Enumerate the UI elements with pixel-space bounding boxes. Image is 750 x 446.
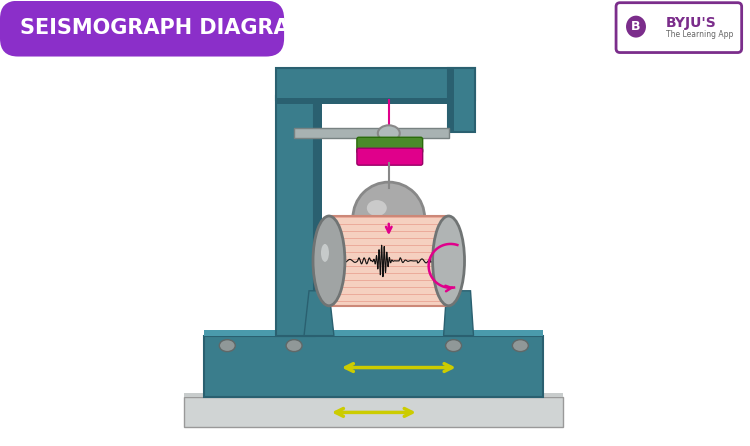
Ellipse shape xyxy=(433,216,464,306)
Ellipse shape xyxy=(512,340,528,351)
Polygon shape xyxy=(184,393,563,397)
Ellipse shape xyxy=(313,216,345,306)
FancyBboxPatch shape xyxy=(0,1,284,57)
Ellipse shape xyxy=(286,340,302,351)
Bar xyxy=(276,96,314,336)
Ellipse shape xyxy=(321,244,329,262)
Text: BYJU'S: BYJU'S xyxy=(666,16,717,29)
Bar xyxy=(294,128,448,138)
Ellipse shape xyxy=(446,340,461,351)
Bar xyxy=(204,336,543,397)
Bar xyxy=(329,216,448,306)
Bar xyxy=(314,96,322,336)
Ellipse shape xyxy=(219,340,236,351)
Bar xyxy=(276,99,476,104)
Ellipse shape xyxy=(367,200,387,216)
Ellipse shape xyxy=(626,16,646,37)
Text: B: B xyxy=(632,20,640,33)
Text: SEISMOGRAPH DIAGRAM: SEISMOGRAPH DIAGRAM xyxy=(20,17,310,37)
FancyBboxPatch shape xyxy=(357,137,423,153)
Polygon shape xyxy=(204,330,543,336)
Bar xyxy=(448,69,454,132)
Polygon shape xyxy=(304,291,334,336)
Ellipse shape xyxy=(353,182,424,254)
Bar xyxy=(184,397,563,427)
FancyBboxPatch shape xyxy=(616,3,742,53)
Text: The Learning App: The Learning App xyxy=(666,30,734,39)
Ellipse shape xyxy=(378,125,400,141)
FancyBboxPatch shape xyxy=(357,148,423,165)
Polygon shape xyxy=(443,291,473,336)
Bar xyxy=(448,69,476,132)
Bar xyxy=(276,69,476,100)
